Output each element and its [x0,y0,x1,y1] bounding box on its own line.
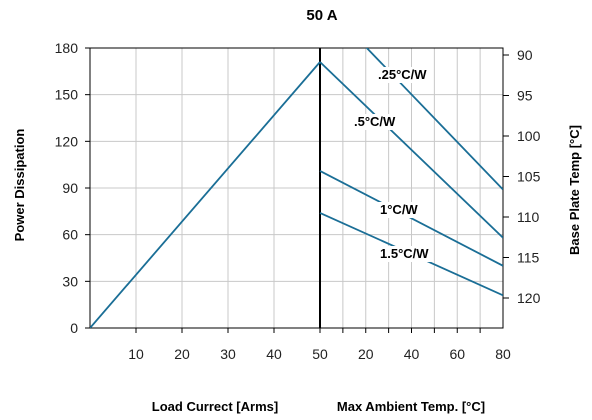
bottom-right-tick-label: 40 [404,346,420,362]
right-axis-label: Base Plate Temp [°C] [567,125,582,255]
right-tick-label: 105 [517,169,541,185]
series-label: 1°C/W [380,202,418,217]
left-tick-label: 120 [55,133,79,149]
load-curve [90,62,320,328]
right-tick-label: 110 [517,209,540,225]
bottom-left-axis-label: Load Currect [Arms] [152,399,278,414]
bottom-left-tick-label: 20 [174,346,190,362]
bottom-left-tick-label: 10 [128,346,144,362]
curve-group [90,23,503,328]
right-tick-label: 120 [517,290,541,306]
series-label: .5°C/W [354,114,396,129]
plot-frame [85,48,509,333]
left-tick-label: 0 [70,320,78,336]
right-tick-label: 115 [517,250,540,266]
bottom-right-tick-label: 80 [495,346,511,362]
right-tick-label: 100 [517,128,541,144]
curves: .25°C/W .5°C/W 1°C/W 1.5°C/W [90,23,503,328]
series-label: .25°C/W [378,67,427,82]
left-tick-label: 90 [62,180,78,196]
series-label: 1.5°C/W [380,246,429,261]
left-tick-label: 30 [62,273,78,289]
bottom-right-axis-label: Max Ambient Temp. [°C] [337,399,485,414]
bottom-right-tick-label: 60 [449,346,465,362]
left-axis-label: Power Dissipation [12,129,27,242]
bottom-right-tick-label: 20 [358,346,374,362]
chart-title: 50 A [306,7,337,24]
left-tick-label: 180 [55,40,79,56]
bottom-left-tick-label: 30 [220,346,236,362]
left-tick-label: 60 [62,227,78,243]
bottom-left-tick-label: 40 [266,346,282,362]
right-tick-label: 90 [517,47,533,63]
bottom-left-tick-label: 50 [312,346,328,362]
right-tick-label: 95 [517,88,533,104]
left-tick-label: 150 [55,87,79,103]
